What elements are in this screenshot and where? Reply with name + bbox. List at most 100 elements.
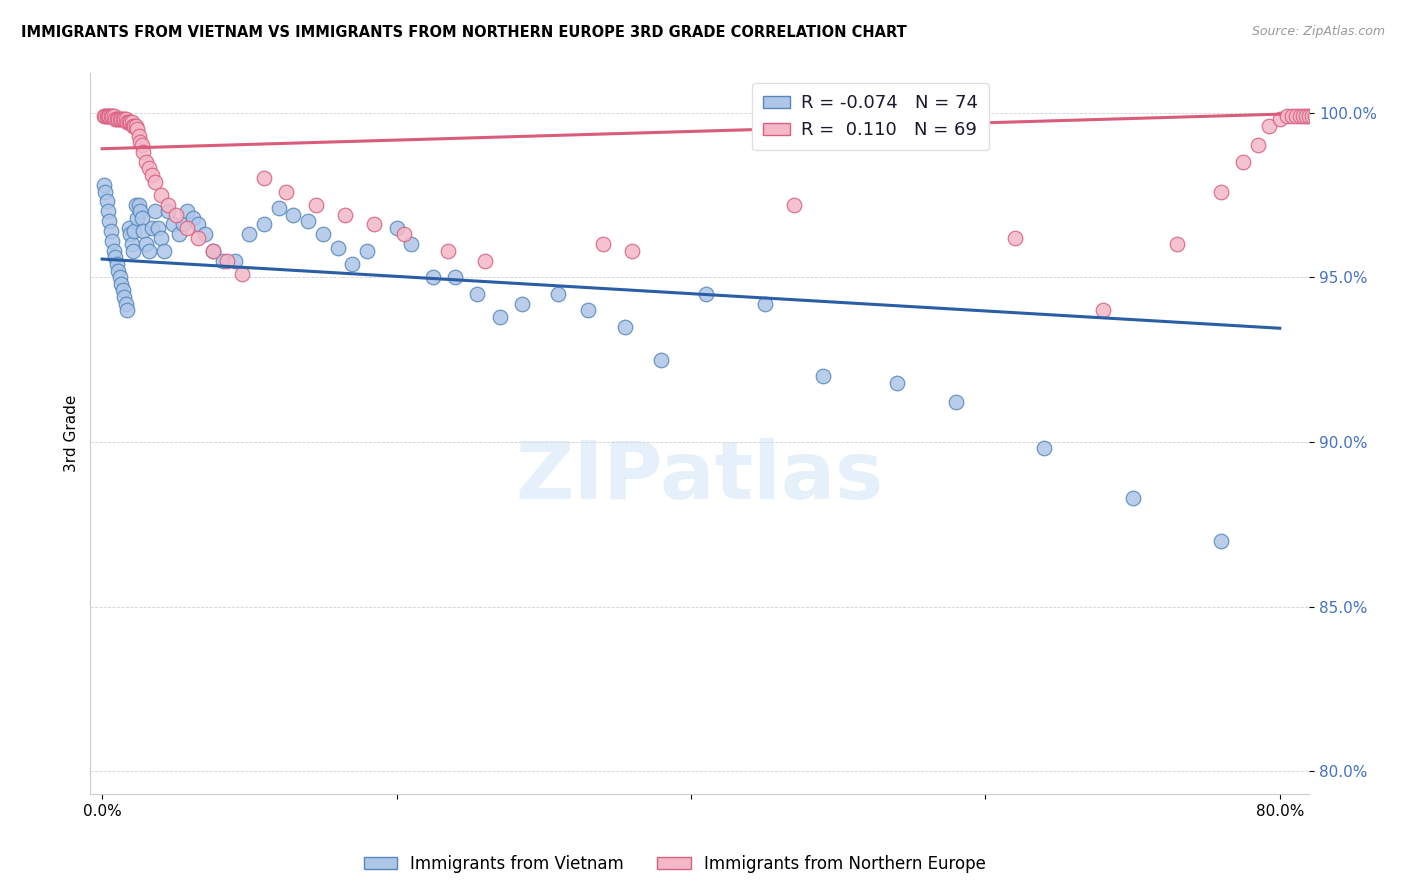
Point xyxy=(100,224,122,238)
Point xyxy=(1247,138,1270,153)
Point xyxy=(124,224,146,238)
Point xyxy=(283,208,305,222)
Point xyxy=(112,112,135,127)
Point xyxy=(356,244,378,258)
Point xyxy=(650,352,672,367)
Point xyxy=(621,244,644,258)
Point xyxy=(1209,533,1232,548)
Point xyxy=(1295,109,1317,123)
Point xyxy=(510,296,533,310)
Point xyxy=(783,198,806,212)
Point xyxy=(1306,109,1329,123)
Point xyxy=(108,270,131,285)
Point xyxy=(138,244,160,258)
Point xyxy=(149,187,172,202)
Point xyxy=(132,145,155,159)
Point xyxy=(153,244,176,258)
Point xyxy=(1004,230,1026,244)
Point xyxy=(162,218,184,232)
Point xyxy=(1298,109,1320,123)
Point xyxy=(312,227,335,242)
Point xyxy=(105,257,128,271)
Point xyxy=(1092,303,1115,318)
Point xyxy=(576,303,599,318)
Point xyxy=(187,230,209,244)
Point xyxy=(111,284,134,298)
Point xyxy=(1033,442,1056,456)
Point xyxy=(104,251,127,265)
Point xyxy=(112,290,135,304)
Point xyxy=(267,201,290,215)
Point xyxy=(253,171,276,186)
Point xyxy=(107,112,129,127)
Point xyxy=(1122,491,1144,505)
Point xyxy=(176,204,198,219)
Point xyxy=(217,253,239,268)
Point xyxy=(695,286,717,301)
Point xyxy=(143,204,166,219)
Point xyxy=(172,218,194,232)
Point xyxy=(886,376,908,390)
Point xyxy=(124,119,146,133)
Point xyxy=(187,218,209,232)
Point xyxy=(467,286,489,301)
Point xyxy=(333,208,356,222)
Point xyxy=(385,220,408,235)
Point xyxy=(238,227,260,242)
Point xyxy=(194,227,217,242)
Legend: Immigrants from Vietnam, Immigrants from Northern Europe: Immigrants from Vietnam, Immigrants from… xyxy=(357,848,993,880)
Point xyxy=(132,224,155,238)
Point xyxy=(141,220,163,235)
Point xyxy=(128,128,150,143)
Point xyxy=(114,296,136,310)
Point xyxy=(114,112,136,127)
Text: ZIPatlas: ZIPatlas xyxy=(516,438,884,516)
Point xyxy=(127,211,149,225)
Point xyxy=(115,115,138,129)
Point xyxy=(128,198,150,212)
Legend: R = -0.074   N = 74, R =  0.110   N = 69: R = -0.074 N = 74, R = 0.110 N = 69 xyxy=(752,84,988,150)
Point xyxy=(1232,155,1254,169)
Point xyxy=(326,241,349,255)
Point xyxy=(363,218,385,232)
Point xyxy=(1289,109,1312,123)
Point xyxy=(342,257,364,271)
Point xyxy=(111,112,134,127)
Point xyxy=(107,263,129,277)
Point xyxy=(274,185,297,199)
Point xyxy=(98,214,121,228)
Point xyxy=(201,244,224,258)
Point xyxy=(94,185,117,199)
Text: Source: ZipAtlas.com: Source: ZipAtlas.com xyxy=(1251,25,1385,38)
Point xyxy=(135,155,157,169)
Point xyxy=(392,227,415,242)
Point xyxy=(93,178,115,192)
Point xyxy=(97,109,120,123)
Point xyxy=(592,237,614,252)
Point xyxy=(143,175,166,189)
Point xyxy=(231,267,253,281)
Point xyxy=(96,109,118,123)
Point xyxy=(110,112,132,127)
Point xyxy=(157,204,180,219)
Point xyxy=(1258,119,1281,133)
Point xyxy=(1268,112,1291,127)
Point xyxy=(122,119,145,133)
Point xyxy=(1285,109,1308,123)
Point xyxy=(754,296,776,310)
Point xyxy=(488,310,510,324)
Point xyxy=(1281,109,1303,123)
Point xyxy=(93,109,115,123)
Point xyxy=(131,211,153,225)
Point xyxy=(101,234,124,248)
Point xyxy=(141,168,163,182)
Point xyxy=(297,214,319,228)
Point xyxy=(110,277,132,291)
Point xyxy=(96,194,118,209)
Point xyxy=(304,198,326,212)
Point xyxy=(183,211,205,225)
Point xyxy=(98,109,121,123)
Point xyxy=(103,109,125,123)
Point xyxy=(945,395,967,409)
Point xyxy=(120,227,142,242)
